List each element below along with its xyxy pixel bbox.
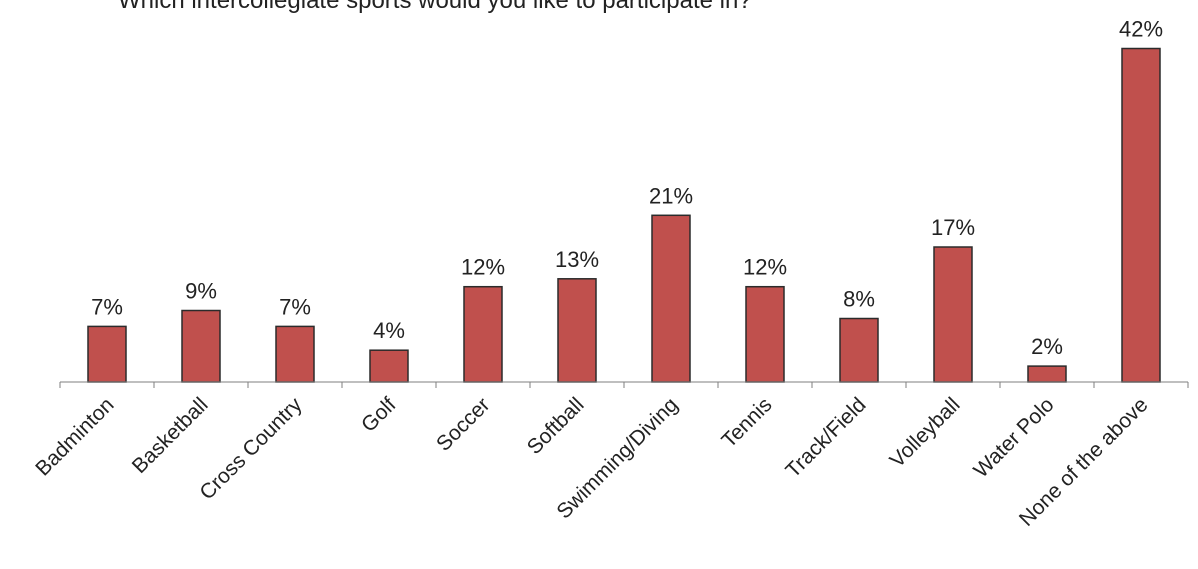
data-label: 7% (91, 294, 123, 319)
x-tick-label: Volleyball (886, 393, 965, 472)
x-tick-label: Softball (523, 393, 589, 459)
chart-title: Which intercollegiate sports would you l… (118, 0, 752, 14)
data-label: 9% (185, 279, 217, 304)
data-label: 4% (373, 318, 405, 343)
data-label: 42% (1119, 17, 1163, 42)
bar-soccer (463, 285, 503, 383)
x-tick-label: Track/Field (781, 393, 870, 482)
data-label: 7% (279, 294, 311, 319)
data-label: 17% (931, 215, 975, 240)
bar-badminton (87, 325, 127, 383)
x-tick-label: Golf (357, 393, 401, 437)
data-labels-layer: 7% 9% 7% 4% 12% 13% 21% 12% 8% 17% 2% 42% (91, 17, 1163, 360)
data-label: 2% (1031, 334, 1063, 359)
bar-basketball (181, 309, 221, 383)
x-tick-label: Badminton (31, 393, 118, 480)
x-tick-label: Basketball (128, 393, 213, 478)
bar-tennis (745, 285, 785, 383)
data-label: 13% (555, 247, 599, 272)
x-tick-label: Water Polo (969, 393, 1058, 482)
data-label: 8% (843, 287, 875, 312)
data-label: 12% (743, 255, 787, 280)
bars-layer (87, 47, 1161, 383)
bar-swimming-diving (651, 214, 691, 383)
bar-none-of-the-above (1121, 47, 1161, 383)
x-tick-label: Soccer (432, 393, 494, 455)
x-axis-ticks (59, 382, 1189, 388)
bar-softball (557, 278, 597, 383)
bar-golf (369, 349, 409, 383)
data-label: 21% (649, 183, 693, 208)
bar-cross-country (275, 325, 315, 383)
x-tick-label: Tennis (717, 393, 776, 452)
bar-track-field (839, 317, 879, 383)
bar-water-polo (1027, 365, 1067, 383)
data-label: 12% (461, 255, 505, 280)
bar-volleyball (933, 246, 973, 383)
